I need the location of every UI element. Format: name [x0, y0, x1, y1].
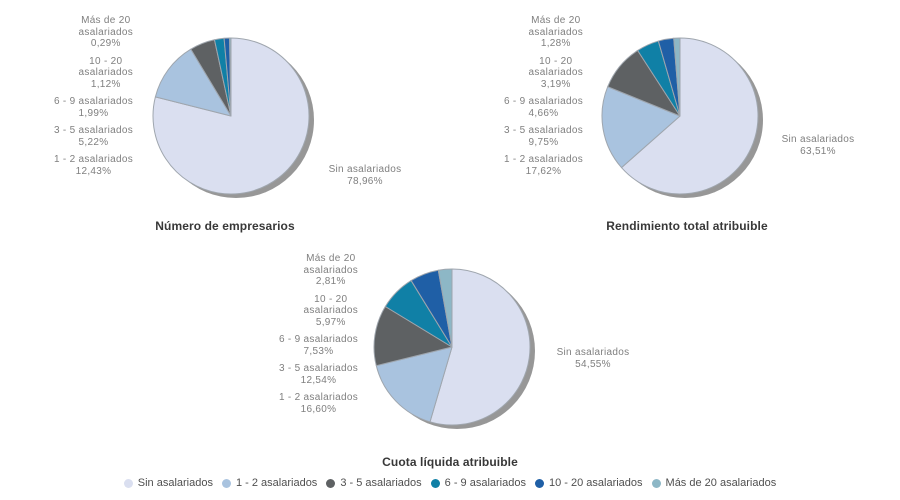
slice-label-sin-asalariados: Sin asalariados 63,51% [781, 134, 855, 157]
legend-swatch-icon [221, 478, 231, 488]
legend-label: 3 - 5 asalariados [340, 477, 422, 489]
slice-label-mas-de-20-asalariados: Más de 20 asalariados 1,28% [528, 15, 583, 49]
pie-slice-sin-asalariados [620, 37, 759, 195]
legend-swatch-icon [123, 478, 133, 488]
left-labels: Más de 20 asalariados 1,28% 10 - 20 asalaria… [450, 15, 583, 177]
pie-rendimiento-total-atribuible [601, 37, 763, 198]
pie-slice-3-5-asalariados [373, 306, 453, 367]
slice-label-10-20-asalariados: 10 - 20 asalariados 5,97% [303, 293, 358, 328]
legend-label: 10 - 20 asalariados [548, 477, 643, 489]
pie-chart-rendimiento-total-atribuible: Más de 20 asalariados 1,28% 10 - 20 asalaria… [450, 0, 900, 245]
legend-label: 1 - 2 asalariados [235, 477, 318, 489]
slice-label-3-5-asalariados: 3 - 5 asalariados 9,75% [503, 125, 583, 148]
slice-label-1-2-asalariados: 1 - 2 asalariados 12,43% [53, 154, 133, 177]
pie-slice-sin-asalariados [429, 268, 531, 426]
chart-title: Cuota líquida atribuible [382, 455, 518, 469]
slice-label-sin-asalariados: Sin asalariados 78,96% [328, 164, 402, 187]
slice-label-6-9-asalariados: 6 - 9 asalariados 4,66% [503, 96, 583, 119]
slice-label-3-5-asalariados: 3 - 5 asalariados 12,54% [278, 363, 358, 386]
legend-label: Más de 20 asalariados [665, 477, 777, 489]
left-labels: Más de 20 asalariados 0,29% 10 - 20 asalaria… [0, 15, 133, 177]
pie-slice-1-2-asalariados [154, 48, 232, 117]
legend-item-6-9-asalariados: 6 - 9 asalariados [430, 477, 526, 489]
slice-label-10-20-asalariados: 10 - 20 asalariados 3,19% [528, 55, 583, 90]
legend-item-mas-de-20-asalariados: Más de 20 asalariados [651, 477, 777, 489]
slice-label-1-2-asalariados: 1 - 2 asalariados 16,60% [278, 392, 358, 415]
pie-slice-1-2-asalariados [601, 86, 681, 169]
legend-swatch-icon [326, 478, 336, 488]
slice-label-mas-de-20-asalariados: Más de 20 asalariados 2,81% [303, 253, 358, 287]
pie-chart-cuota-liquida-atribuible: Más de 20 asalariados 2,81% 10 - 20 asalaria… [225, 250, 675, 470]
legend-item-10-20-asalariados: 10 - 20 asalariados [534, 477, 643, 489]
legend-item-sin-asalariados: Sin asalariados [123, 477, 213, 489]
slice-label-6-9-asalariados: 6 - 9 asalariados 1,99% [53, 96, 133, 119]
pie-chart-numero-de-empresarios: Más de 20 asalariados 0,29% 10 - 20 asalaria… [0, 0, 450, 245]
legend-swatch-icon [651, 478, 661, 488]
slice-label-3-5-asalariados: 3 - 5 asalariados 5,22% [53, 125, 133, 148]
pie-slice-mas-de-20-asalariados [229, 37, 232, 117]
left-labels: Más de 20 asalariados 2,81% 10 - 20 asalaria… [225, 253, 358, 415]
legend-swatch-icon [430, 478, 440, 488]
legend-swatch-icon [534, 478, 544, 488]
chart-legend: Sin asalariados 1 - 2 asalariados 3 - 5 as… [0, 477, 900, 489]
pie-numero-de-empresarios [152, 37, 314, 198]
slice-label-sin-asalariados: Sin asalariados 54,55% [556, 347, 630, 370]
chart-title: Número de empresarios [155, 219, 295, 233]
pie-cuota-liquida-atribuible [373, 268, 535, 429]
slice-label-6-9-asalariados: 6 - 9 asalariados 7,53% [278, 334, 358, 357]
legend-label: Sin asalariados [137, 477, 213, 489]
legend-item-3-5-asalariados: 3 - 5 asalariados [326, 477, 422, 489]
legend-label: 6 - 9 asalariados [444, 477, 526, 489]
legend-item-1-2-asalariados: 1 - 2 asalariados [221, 477, 318, 489]
slice-label-1-2-asalariados: 1 - 2 asalariados 17,62% [503, 154, 583, 177]
chart-title: Rendimiento total atribuible [606, 219, 768, 233]
slice-label-mas-de-20-asalariados: Más de 20 asalariados 0,29% [78, 15, 133, 49]
pie-slice-mas-de-20-asalariados [673, 37, 681, 117]
pie-slice-1-2-asalariados [375, 346, 453, 423]
slice-label-10-20-asalariados: 10 - 20 asalariados 1,12% [78, 55, 133, 90]
pie-slice-mas-de-20-asalariados [437, 268, 453, 348]
